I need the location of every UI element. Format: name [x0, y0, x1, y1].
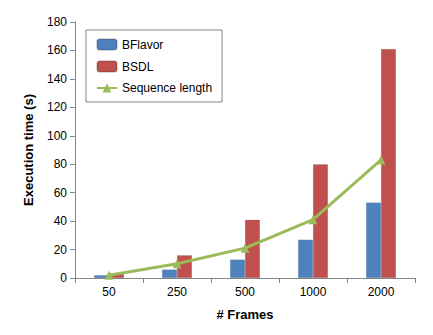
svg-text:180: 180: [47, 15, 67, 29]
svg-text:50: 50: [102, 285, 116, 299]
svg-text:140: 140: [47, 72, 67, 86]
svg-text:100: 100: [47, 129, 67, 143]
svg-text:# Frames: # Frames: [216, 307, 273, 322]
svg-text:80: 80: [54, 157, 68, 171]
svg-text:Sequence length: Sequence length: [122, 81, 212, 95]
svg-text:160: 160: [47, 43, 67, 57]
svg-text:120: 120: [47, 100, 67, 114]
svg-text:20: 20: [54, 243, 68, 257]
svg-text:500: 500: [235, 285, 255, 299]
svg-text:1000: 1000: [300, 285, 327, 299]
svg-text:60: 60: [54, 186, 68, 200]
svg-text:40: 40: [54, 214, 68, 228]
svg-text:2000: 2000: [368, 285, 395, 299]
svg-text:Execution time (s): Execution time (s): [21, 94, 36, 206]
svg-text:BSDL: BSDL: [122, 60, 154, 74]
svg-text:0: 0: [60, 271, 67, 285]
svg-text:250: 250: [167, 285, 187, 299]
svg-text:BFlavor: BFlavor: [122, 38, 163, 52]
